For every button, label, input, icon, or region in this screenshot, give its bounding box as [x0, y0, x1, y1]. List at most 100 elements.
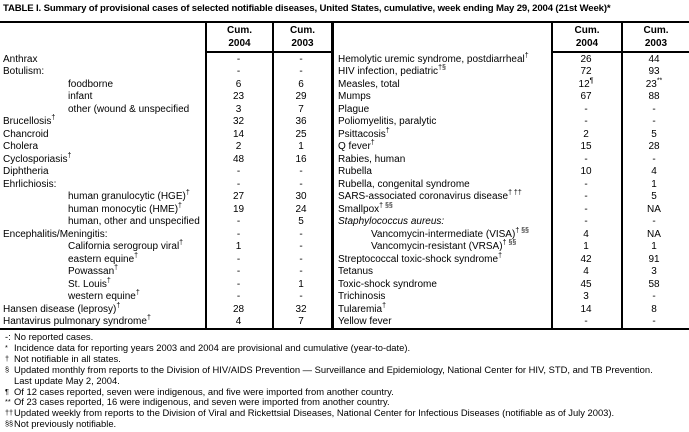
disease-name: Mumps: [338, 91, 371, 103]
disease-name: Hantavirus pulmonary syndrome†: [3, 314, 151, 328]
table-row: Rabies, human - -: [336, 153, 689, 166]
right-table-rows: Hemolytic uremic syndrome, postdiarrheal…: [336, 52, 689, 329]
cum-2004-value: 3: [235, 103, 242, 115]
table-half-divider: [331, 21, 334, 330]
cum-2003-value: -: [299, 241, 303, 253]
disease-name: other (wound & unspecified: [68, 103, 190, 115]
cum-2003-value: -: [299, 53, 303, 65]
cum-2004-value: 3: [583, 291, 589, 303]
cum-2003-value: 7: [298, 316, 304, 328]
footnotes: -: No reported cases. * Incidence data for …: [3, 331, 687, 430]
footnote-marker: **: [5, 397, 11, 407]
col-header-left-cum-2004: Cum. 2004: [207, 25, 272, 50]
bottom-rule: [0, 328, 689, 330]
disease-name: Plague: [338, 103, 370, 115]
disease-name: Hemolytic uremic syndrome, postdiarrheal…: [338, 52, 529, 65]
footnote: -: No reported cases.: [5, 331, 94, 342]
cum-2003-value: 88: [648, 91, 660, 103]
cum-2004-value: -: [584, 103, 588, 115]
table-row: Hemolytic uremic syndrome, postdiarrheal…: [336, 52, 689, 66]
table-row: HIV infection, pediatric†§ 72 93: [336, 64, 689, 79]
cum-2004-value: 45: [580, 278, 592, 290]
disease-name: Vancomycin-intermediate (VISA)† §§: [371, 227, 529, 240]
cum-2004-value: 6: [235, 78, 242, 90]
cum-2004-value: 27: [232, 191, 245, 203]
disease-name: Smallpox† §§: [338, 202, 393, 215]
cum-2003-value: -: [299, 266, 303, 278]
disease-name: HIV infection, pediatric†§: [338, 64, 446, 78]
cum-2003-value: 24: [295, 203, 307, 215]
cum-2004-value: 32: [232, 116, 245, 128]
table-row: foodborne 6 6: [0, 78, 331, 91]
cum-2003-value: 25: [295, 128, 307, 140]
footnote: * Incidence data for reporting years 2003…: [5, 341, 411, 353]
footnote-marker: §: [5, 364, 10, 374]
table-row: Cholera 2 1: [0, 141, 331, 154]
disease-name: Anthrax: [3, 53, 38, 65]
footnote-marker: ¶: [5, 386, 9, 396]
cum-2003-value: 6: [298, 78, 304, 90]
cum-2003-value: -: [299, 253, 303, 265]
table-row: human, other and unspecified - 5: [0, 216, 331, 229]
cum-2003-value: 93: [648, 66, 660, 78]
table-row: Hantavirus pulmonary syndrome† 4 7: [0, 314, 331, 329]
cum-2003-value: 4: [651, 166, 657, 178]
footnote-continuation: Last update May 2, 2004.: [14, 374, 120, 386]
disease-name: Rubella, congenital syndrome: [338, 178, 470, 190]
cum-label: Cum.: [290, 25, 315, 36]
disease-name: Staphylococcus aureus:: [338, 216, 445, 228]
table-row: Q fever† 15 28: [336, 140, 689, 154]
cum-label: Cum.: [643, 25, 669, 36]
table-row: western equine† - -: [0, 289, 331, 304]
cum-2004-value: 14: [232, 128, 245, 140]
cum-2004-value: -: [236, 228, 241, 240]
disease-name: Psittacosis†: [338, 127, 390, 140]
cum-2003-value: -: [652, 153, 656, 165]
disease-name: foodborne: [68, 78, 114, 90]
cum-2003-value: 36: [295, 116, 307, 128]
disease-name: Streptococcal toxic-shock syndrome†: [338, 252, 502, 265]
cum-2003-value: -: [299, 66, 303, 78]
table-row: Yellow fever - -: [336, 316, 689, 329]
year-label: 2004: [575, 37, 599, 49]
column-divider: [205, 21, 207, 330]
cum-2003-value: 1: [651, 241, 657, 253]
table-row: Psittacosis† 2 5: [336, 127, 689, 141]
cum-2004-value: 67: [580, 91, 592, 103]
cum-2004-value: 72: [580, 66, 592, 78]
table-row: Powassan† - -: [0, 264, 331, 279]
cum-2004-value: 2: [235, 141, 242, 153]
cum-2003-value: -: [299, 291, 303, 303]
cum-2004-value: 14: [580, 303, 592, 315]
cum-2003-value: -: [652, 291, 656, 303]
col-header-left-cum-2003: Cum. 2003: [274, 25, 331, 50]
cum-2003-value: 7: [298, 103, 304, 115]
table-row: Streptococcal toxic-shock syndrome† 42 91: [336, 252, 689, 266]
cum-2004-value: -: [584, 203, 588, 215]
col-header-right-cum-2004: Cum. 2004: [553, 25, 621, 50]
table-row: infant 23 29: [0, 91, 331, 104]
cum-2004-value: -: [236, 278, 241, 290]
cum-2004-value: -: [236, 178, 241, 190]
footnote: ††Updated weekly from reports to the Div…: [5, 407, 615, 419]
disease-name: Powassan†: [68, 264, 119, 278]
cum-label: Cum.: [227, 25, 252, 36]
cum-2003-value: 23**: [645, 77, 663, 90]
disease-name: Diphtheria: [3, 166, 49, 178]
cum-2003-value: -: [652, 116, 656, 128]
disease-name: Cyclosporiasis†: [3, 152, 72, 165]
footnote: § Updated monthly from reports to the Div…: [5, 363, 653, 375]
cum-2003-value: 28: [648, 141, 660, 153]
cum-2004-value: 1: [583, 241, 589, 253]
cum-2003-value: NA: [647, 228, 661, 240]
cum-2004-value: -: [236, 66, 241, 78]
cum-2004-value: 12¶: [578, 77, 594, 90]
table-row: St. Louis† - 1: [0, 277, 331, 291]
cum-2004-value: 4: [583, 266, 589, 278]
footnote-marker: *: [5, 342, 8, 352]
cum-2004-value: 48: [232, 153, 245, 165]
cum-label: Cum.: [574, 25, 600, 36]
cum-2004-value: 10: [580, 166, 592, 178]
disease-name: western equine†: [68, 289, 140, 303]
cum-2003-value: -: [299, 166, 303, 178]
